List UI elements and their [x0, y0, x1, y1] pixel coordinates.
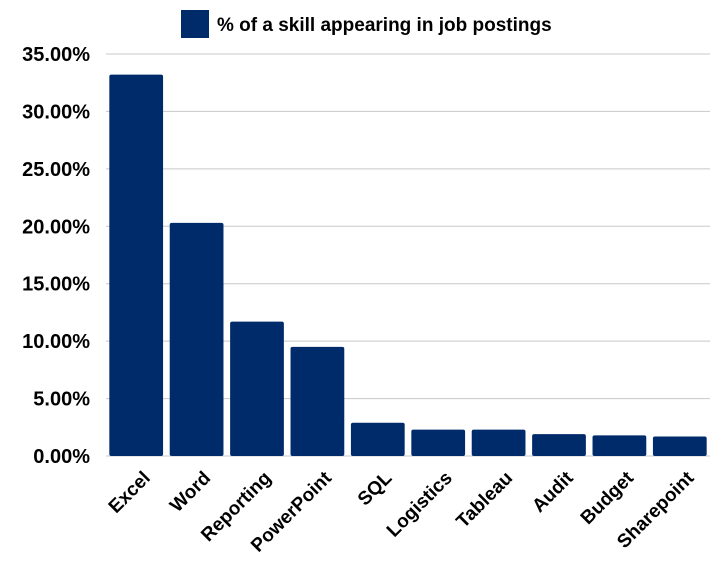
y-tick-label: 25.00% — [22, 159, 90, 181]
bar-audit — [532, 434, 586, 456]
y-tick-label: 30.00% — [22, 101, 90, 123]
bar-sql — [350, 422, 405, 456]
bar-excel — [109, 74, 164, 456]
bar-sharepoint — [652, 436, 707, 456]
y-tick-label: 35.00% — [22, 44, 90, 66]
y-tick-label: 15.00% — [22, 274, 90, 296]
x-tick-label: Budget — [577, 467, 639, 529]
bar-powerpoint — [290, 346, 345, 456]
x-tick-label: Audit — [528, 467, 578, 517]
bar-reporting — [230, 321, 284, 456]
bar-word — [169, 222, 224, 456]
y-tick-label: 20.00% — [22, 216, 90, 238]
x-tick-label: Logistics — [383, 468, 457, 542]
y-tick-label: 0.00% — [33, 446, 90, 468]
bar-logistics — [411, 429, 466, 456]
x-tick-label: SQL — [354, 467, 397, 510]
bar-tableau — [471, 429, 526, 456]
y-tick-label: 10.00% — [22, 331, 90, 353]
y-axis-ticks: 0.00% 5.00% 10.00% 15.00% 20.00% 25.00% 30.00%… — [22, 44, 90, 468]
legend-label: % of a skill appearing in job postings — [217, 15, 552, 36]
x-tick-label: Excel — [105, 468, 155, 518]
y-tick-label: 5.00% — [33, 389, 90, 411]
x-tick-label: Word — [166, 468, 215, 517]
legend: % of a skill appearing in job postings — [181, 10, 552, 38]
bars — [109, 74, 707, 456]
bar-budget — [592, 435, 647, 456]
legend-swatch — [181, 10, 209, 38]
x-tick-label: Tableau — [453, 468, 518, 533]
